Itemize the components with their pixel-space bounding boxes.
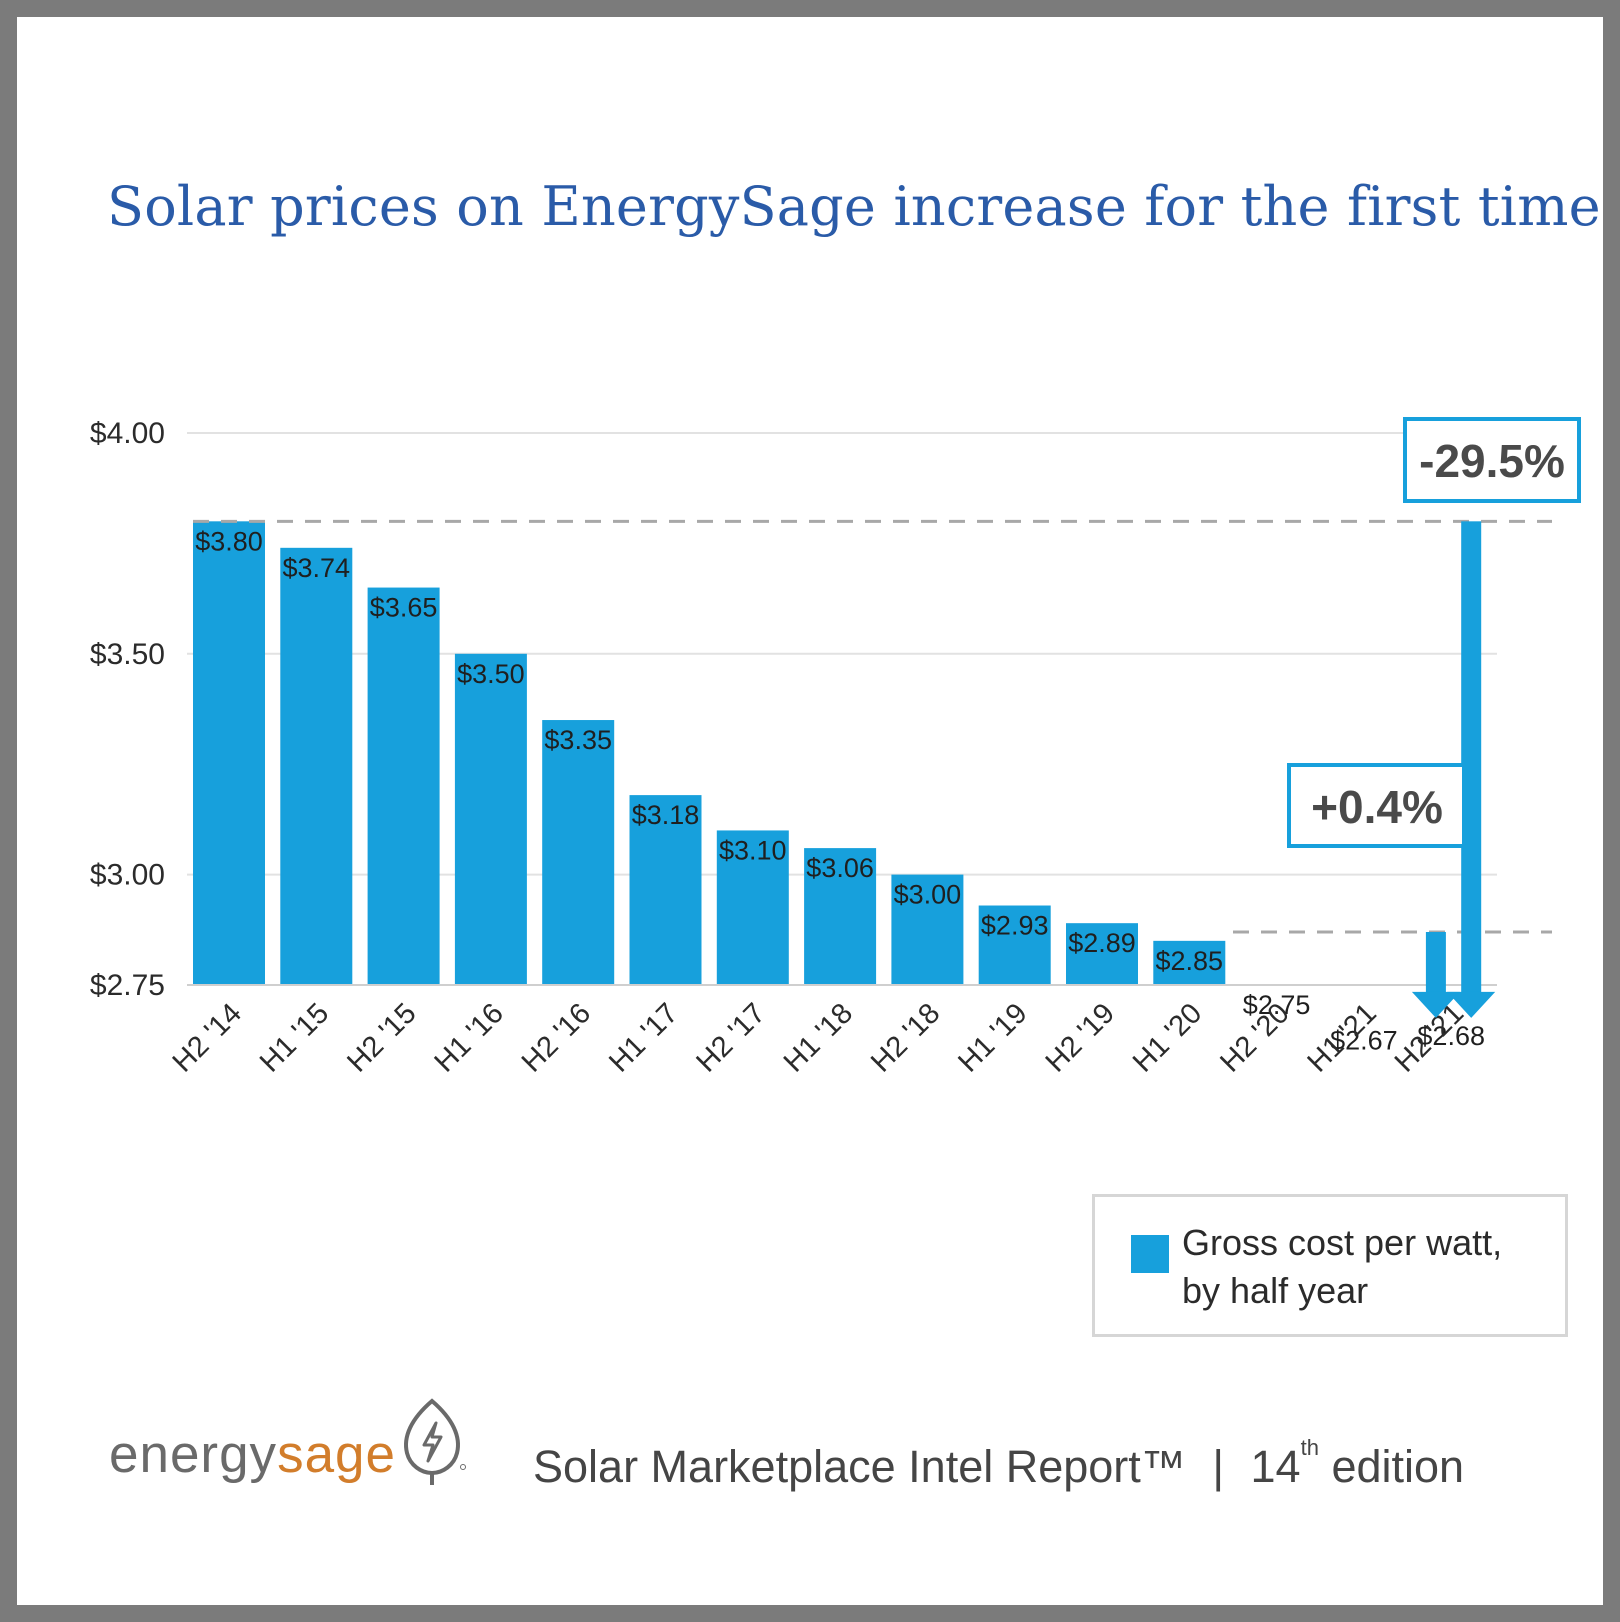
bar: [978, 905, 1051, 985]
bar-data-label: $2.89: [1068, 928, 1136, 958]
edition-suffix: th: [1300, 1435, 1319, 1460]
bar: [1153, 940, 1226, 985]
x-tick-label: H1 '20: [1127, 997, 1208, 1078]
bar: [367, 587, 440, 985]
bar-data-label: $3.10: [719, 835, 787, 865]
x-tick-label: H2 '15: [341, 997, 422, 1078]
bar-chart: $3.80 $3.74 $3.65 $3.50 $3.35 $3.18 $3.10 $3.06…: [90, 417, 1581, 1079]
x-tick-label: H2 '17: [690, 997, 771, 1078]
decrease-arrow-shaft: [1461, 521, 1482, 994]
bar: [1066, 923, 1138, 985]
y-tick-label: $3.00: [90, 859, 165, 892]
bar-data-label: $3.18: [632, 800, 700, 830]
x-tick-label: H1 '16: [429, 997, 510, 1078]
bar: [193, 521, 265, 985]
legend-label-line1: Gross cost per watt,: [1182, 1222, 1503, 1263]
leaf-bolt-icon: [404, 1398, 466, 1485]
bar-data-label: $3.35: [544, 725, 612, 755]
bar-data-label: $3.65: [370, 593, 438, 623]
bar-data-label: $2.67: [1330, 1025, 1398, 1055]
brand-logo: energysage: [109, 1424, 396, 1485]
y-tick-label: $4.00: [90, 417, 165, 450]
bar-data-label: $2.68: [1417, 1021, 1485, 1051]
report-title: Solar Marketplace Intel Report™ | 14th e…: [533, 1435, 1465, 1493]
bar: [716, 830, 789, 985]
decrease-arrow-head: [1447, 991, 1496, 1018]
bar: [891, 874, 964, 985]
x-tick-label: H2 '14: [167, 997, 248, 1078]
x-tick-label: H1 '15: [254, 997, 335, 1078]
y-tick-label: $2.75: [90, 969, 165, 1002]
bar: [542, 720, 615, 985]
increase-annotation-label: +0.4%: [1311, 781, 1443, 833]
legend-text: Gross cost per watt, by half year: [1182, 1219, 1552, 1315]
bar: [804, 848, 877, 985]
bar: [454, 653, 527, 985]
x-tick-label: H2 '16: [516, 997, 597, 1078]
bar-data-label: $3.74: [283, 553, 351, 583]
edition-word: edition: [1331, 1441, 1465, 1492]
legend: Gross cost per watt, by half year: [1092, 1194, 1568, 1337]
bars-layer: $3.80 $3.74 $3.65 $3.50 $3.35 $3.18 $3.10 $3.06…: [193, 521, 1485, 1055]
bar-data-label: $2.75: [1243, 990, 1311, 1020]
report-separator: |: [1212, 1441, 1225, 1492]
bar: [629, 795, 702, 985]
brand-part-sage: sage: [277, 1425, 396, 1484]
report-name: Solar Marketplace Intel Report™: [533, 1441, 1186, 1492]
chart-title: Solar prices on EnergySage increase for …: [107, 175, 1601, 238]
x-tick-label: H2 '18: [865, 997, 946, 1078]
x-tick-label: H1 '17: [603, 997, 684, 1078]
increase-arrow-head: [1411, 991, 1460, 1018]
decrease-annotation-box: [1403, 417, 1581, 503]
bar-data-label: $3.06: [806, 853, 874, 883]
edition-number: 14: [1250, 1441, 1301, 1492]
bar-data-label: $3.00: [894, 880, 962, 910]
brand-part-energy: energy: [109, 1425, 278, 1484]
x-tick-label: H2 '19: [1040, 997, 1121, 1078]
increase-arrow-shaft: [1425, 932, 1446, 994]
bar-data-label: $3.50: [457, 659, 525, 689]
legend-label-line2: by half year: [1182, 1270, 1369, 1311]
x-tick-label: H1 '18: [778, 997, 859, 1078]
x-tick-label: H1 '19: [952, 997, 1033, 1078]
y-tick-label: $3.50: [90, 638, 165, 671]
bar-data-label: $2.85: [1156, 946, 1224, 976]
legend-swatch: [1131, 1235, 1169, 1273]
bar-data-label: $3.80: [195, 526, 263, 556]
bar: [280, 547, 353, 985]
annotation-layer: -29.5% +0.4%: [193, 417, 1581, 1018]
bar-data-label: $2.93: [981, 911, 1049, 941]
increase-annotation-box: [1287, 763, 1466, 848]
decrease-annotation-label: -29.5%: [1419, 435, 1565, 487]
